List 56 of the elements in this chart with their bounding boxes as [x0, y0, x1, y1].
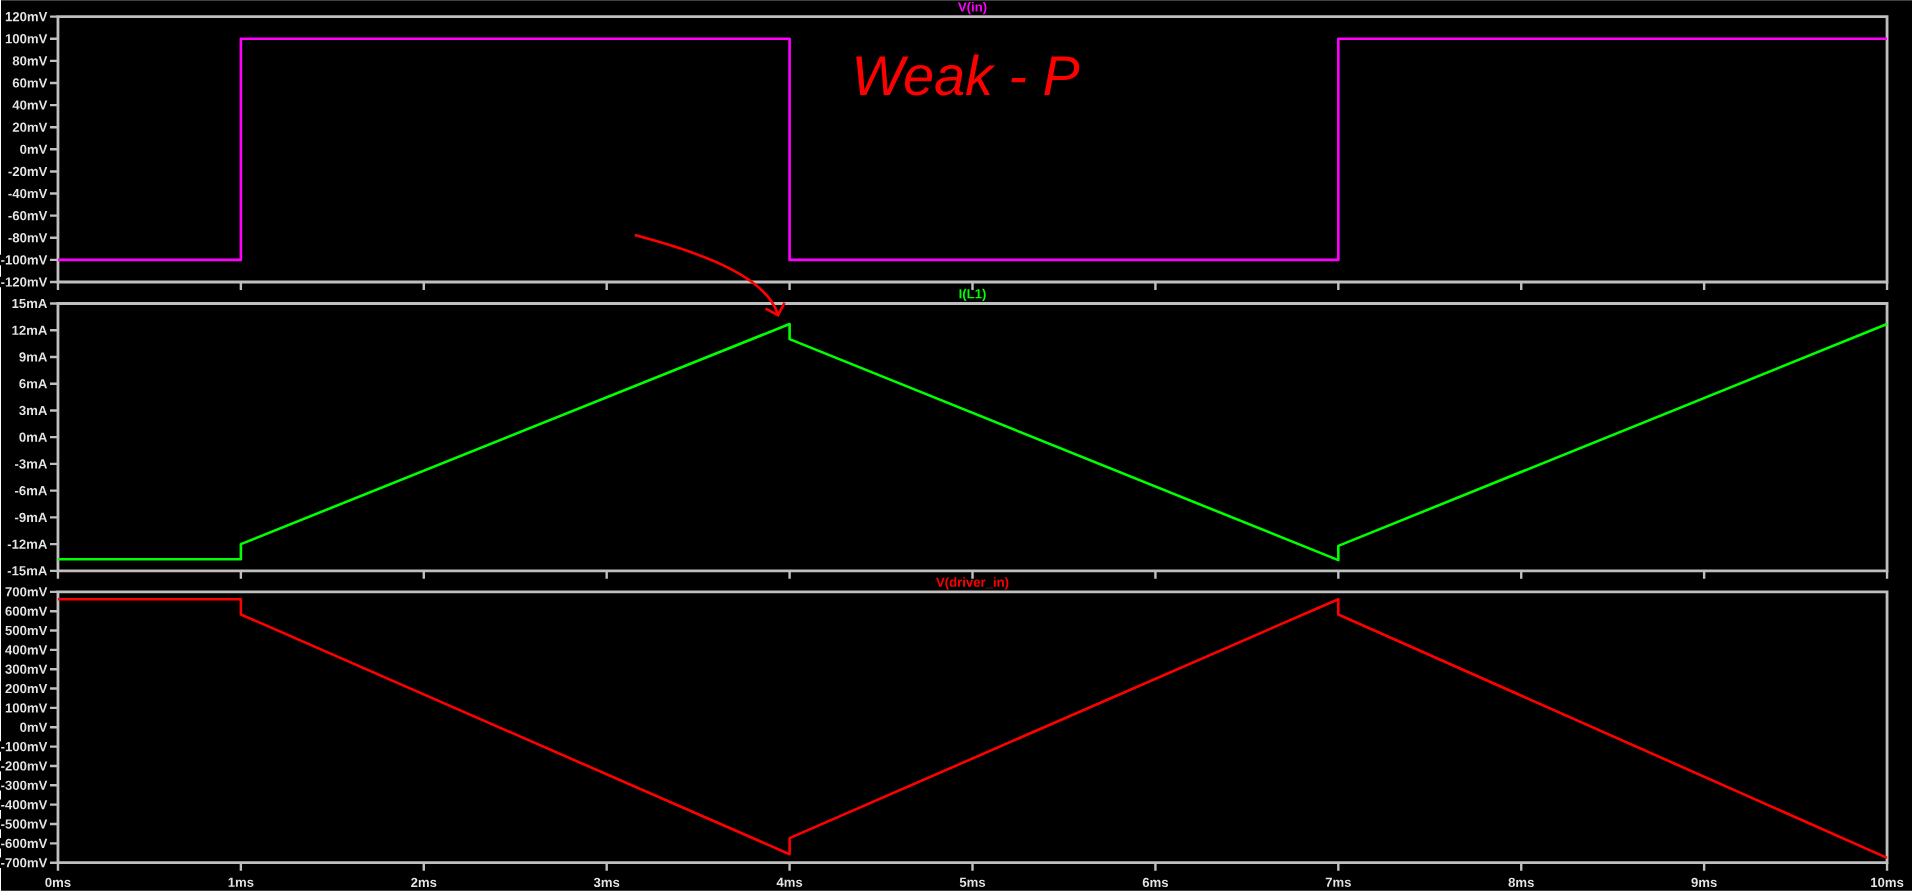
- y-tick-label: 400mV: [5, 645, 48, 655]
- y-tick-label: 0mV: [20, 144, 48, 155]
- x-tick-label: 0ms: [45, 877, 71, 888]
- y-tick-label: 600mV: [5, 606, 48, 616]
- y-tick-label: 100mV: [5, 34, 48, 44]
- x-tick-label: 3ms: [593, 877, 620, 888]
- y-tick-label: 40mV: [12, 100, 48, 110]
- y-tick-label: -120mV: [1, 277, 48, 287]
- x-tick-label: 2ms: [411, 877, 437, 888]
- y-tick-label: 100mV: [5, 703, 48, 713]
- y-tick-label: 9mA: [19, 352, 48, 362]
- y-tick-label: -60mV: [8, 211, 48, 221]
- y-tick-label: -700mV: [1, 858, 48, 868]
- x-tick-label: 10ms: [1871, 877, 1904, 888]
- y-tick-label: -600mV: [1, 838, 48, 849]
- y-tick-label: 80mV: [12, 56, 48, 66]
- y-tick-label: -100mV: [1, 742, 48, 752]
- y-tick-label: 20mV: [12, 122, 48, 132]
- chart-title: V(driver_in): [936, 577, 1009, 590]
- y-tick-label: -200mV: [1, 761, 48, 771]
- y-tick-label: 60mV: [12, 78, 48, 88]
- y-tick-label: -100mV: [1, 255, 48, 265]
- y-tick-label: -6mA: [15, 486, 48, 496]
- chart-title: I(L1): [959, 288, 986, 302]
- x-tick-label: 1ms: [228, 877, 254, 888]
- y-tick-label: -40mV: [8, 189, 48, 199]
- line-series: [56, 598, 1889, 860]
- y-tick-label: -500mV: [1, 819, 48, 829]
- x-tick-label: 4ms: [776, 877, 803, 888]
- y-tick-label: 120mV: [5, 12, 48, 22]
- line-series: [56, 322, 1889, 562]
- y-tick-label: -15mA: [7, 566, 48, 576]
- y-tick-label: -300mV: [1, 780, 48, 791]
- x-tick-label: 6ms: [1142, 877, 1169, 888]
- y-tick-label: -20mV: [8, 166, 48, 177]
- y-tick-label: 0mA: [19, 432, 48, 442]
- annotation: Weak - P: [856, 54, 1080, 96]
- x-tick-label: 8ms: [1508, 877, 1534, 888]
- y-tick-label: 3mA: [19, 405, 48, 416]
- x-tick-label: 5ms: [959, 877, 986, 888]
- y-tick-label: 15mA: [12, 299, 48, 309]
- y-tick-label: -9mA: [15, 512, 48, 523]
- y-tick-label: -400mV: [1, 800, 48, 810]
- y-tick-label: -12mA: [7, 539, 48, 549]
- y-tick-label: -3mA: [15, 459, 48, 469]
- y-tick-label: 6mA: [19, 379, 48, 389]
- x-tick-label: 7ms: [1325, 877, 1351, 888]
- y-tick-label: 500mV: [5, 626, 48, 636]
- y-tick-label: 200mV: [5, 684, 48, 694]
- y-tick-label: 12mA: [12, 325, 48, 335]
- y-tick-label: 0mV: [20, 722, 48, 733]
- y-tick-label: -80mV: [8, 233, 48, 243]
- y-tick-label: 700mV: [5, 587, 48, 597]
- y-tick-label: 300mV: [5, 664, 48, 675]
- x-tick-label: 9ms: [1691, 877, 1717, 888]
- chart-title: V(in): [957, 2, 987, 15]
